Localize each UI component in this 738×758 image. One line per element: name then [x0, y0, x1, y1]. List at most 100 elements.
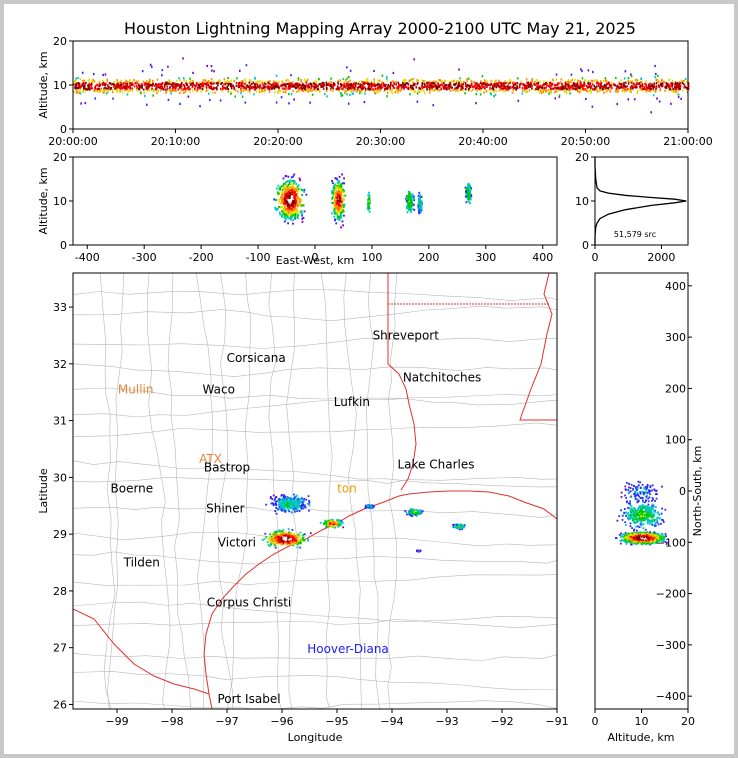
- northsouth-source-point: [665, 543, 668, 545]
- plan-source-point: [289, 497, 292, 499]
- time-source-point: [208, 85, 210, 88]
- time-source-point: [426, 81, 428, 85]
- eastwest-source-point: [420, 195, 423, 198]
- time-source-point: [518, 86, 521, 89]
- time-source-point: [347, 89, 349, 92]
- time-source-point: [207, 92, 210, 95]
- map-ticks: −99 −98 −97 −96 −95 −94 −93 −92 −912627282930313…: [53, 301, 569, 728]
- time-source-point: [403, 80, 406, 83]
- time-source-point: [646, 89, 648, 92]
- city-label: Boerne: [111, 482, 154, 496]
- plan-source-point: [299, 531, 302, 534]
- time-source-point: [211, 91, 214, 94]
- time-source-point: [645, 90, 647, 93]
- time-source-point: [645, 80, 647, 83]
- time-source-point: [552, 87, 555, 90]
- plan-source-point: [269, 497, 272, 499]
- eastwest-source-point: [286, 180, 289, 183]
- eastwest-source-point: [284, 190, 286, 193]
- time-source-point: [242, 85, 245, 88]
- time-source-point: [505, 89, 508, 92]
- eastwest-source-point: [333, 210, 336, 213]
- time-source-point: [634, 83, 636, 86]
- time-source-point: [163, 85, 166, 89]
- time-source-point: [627, 98, 630, 101]
- time-source-point: [429, 91, 431, 94]
- time-source-point: [304, 80, 307, 83]
- time-source-point: [588, 79, 590, 83]
- time-source-point: [601, 89, 604, 92]
- time-source-point: [240, 92, 242, 95]
- time-source-point: [444, 85, 447, 88]
- time-source-point: [425, 85, 428, 88]
- time-source-point: [660, 80, 663, 83]
- time-source-point: [335, 88, 338, 91]
- eastwest-source-point: [465, 201, 468, 204]
- plan-source-point: [273, 539, 276, 542]
- ew-xtick-label: 100: [361, 251, 382, 264]
- time-source-point: [397, 87, 399, 90]
- time-source-point: [662, 80, 665, 83]
- eastwest-source-point: [418, 201, 421, 204]
- time-source-point: [217, 81, 220, 85]
- plan-source-point: [283, 531, 285, 534]
- eastwest-source-point: [294, 204, 297, 207]
- time-source-point: [175, 86, 177, 89]
- time-source-point: [377, 79, 380, 82]
- time-source-point: [516, 82, 519, 85]
- time-source-point: [285, 83, 287, 86]
- eastwest-source-point: [292, 209, 295, 212]
- time-source-point: [396, 87, 398, 90]
- county-boundary: [73, 289, 557, 301]
- plan-source-point: [326, 525, 329, 528]
- plan-source-point: [288, 531, 290, 534]
- time-source-point: [504, 86, 507, 90]
- eastwest-source-point: [286, 215, 289, 218]
- eastwest-source-point: [298, 199, 301, 202]
- time-source-point: [159, 86, 162, 89]
- eastwest-source-point: [337, 201, 340, 204]
- time-source-point: [521, 92, 524, 95]
- time-source-point: [271, 86, 273, 89]
- eastwest-source-point: [299, 179, 302, 182]
- plan-source-point: [458, 526, 461, 529]
- eastwest-source-point: [334, 204, 337, 207]
- time-source-point: [407, 86, 410, 89]
- plan-source-point: [307, 539, 310, 542]
- plan-source-point: [286, 539, 289, 542]
- time-source-point: [252, 81, 255, 84]
- plan-source-point: [278, 498, 280, 500]
- eastwest-source-point: [418, 191, 421, 194]
- plan-source-point: [296, 537, 299, 540]
- plan-source-point: [280, 498, 283, 501]
- time-source-point: [557, 82, 559, 85]
- plan-source-point: [324, 519, 326, 522]
- time-source-point: [492, 88, 495, 91]
- time-source-point: [77, 76, 79, 80]
- time-source-point: [448, 84, 450, 87]
- plan-source-point: [294, 539, 296, 542]
- time-source-point: [535, 82, 538, 85]
- plan-view-sources: [261, 493, 466, 553]
- time-xtick-label: 20:30:00: [356, 135, 405, 148]
- chart-title: Houston Lightning Mapping Array 2000-210…: [124, 19, 636, 38]
- eastwest-source-point: [284, 216, 287, 219]
- time-source-point: [631, 88, 633, 92]
- plan-source-point: [287, 499, 290, 502]
- time-source-point: [655, 72, 657, 76]
- time-source-point: [430, 86, 433, 89]
- time-source-point: [160, 83, 162, 86]
- eastwest-source-point: [290, 179, 293, 182]
- time-source-point: [683, 79, 685, 82]
- plan-source-point: [298, 505, 301, 508]
- time-xtick-label: 20:20:00: [253, 135, 302, 148]
- plan-source-point: [290, 498, 293, 500]
- time-source-point: [227, 87, 229, 91]
- time-source-point: [317, 87, 319, 90]
- time-source-point: [482, 82, 485, 85]
- time-source-point: [555, 73, 558, 76]
- eastwest-source-point: [468, 196, 471, 199]
- plan-source-point: [302, 506, 305, 509]
- time-source-point: [529, 83, 532, 86]
- time-source-point: [457, 86, 460, 89]
